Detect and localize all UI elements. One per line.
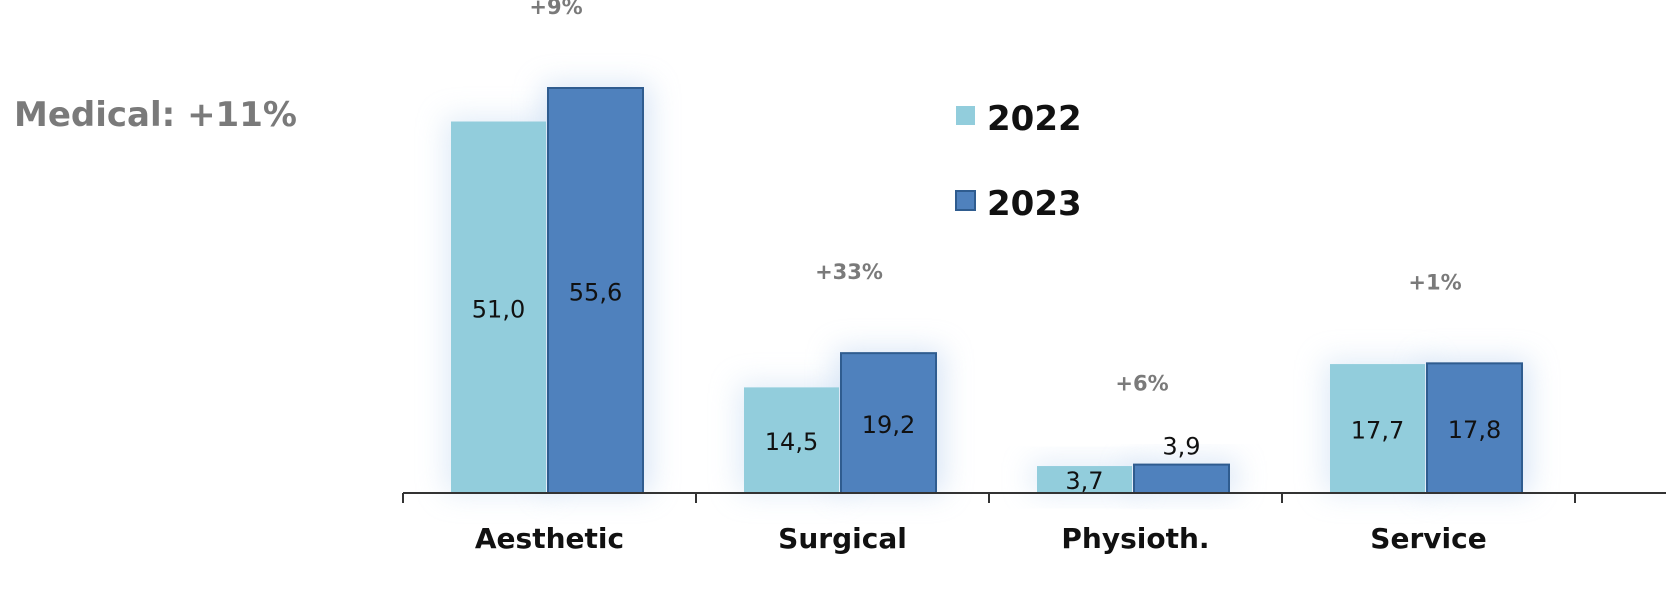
bar-2023-surgical [840,352,937,494]
value-label: 14,5 [765,428,818,456]
value-label: 17,8 [1448,416,1501,444]
bar-2023-aesthetic [547,87,644,494]
bar-2022-service [1330,364,1425,493]
category-label: Surgical [778,522,907,555]
value-label: 55,6 [569,279,622,307]
value-label: 51,0 [472,295,525,323]
category-label: Service [1370,522,1486,555]
legend-swatch-2022 [956,106,975,125]
value-label: 17,7 [1351,417,1404,445]
value-label: 3,7 [1065,467,1103,495]
change-label: +33% [815,260,883,284]
legend-label-2023: 2023 [987,184,1082,224]
category-label: Aesthetic [475,522,624,555]
bar-2022-aesthetic [451,121,546,493]
bar-2022-physioth [1037,466,1132,493]
summary-label: Medical: +11% [14,95,297,135]
bar-2023-physioth [1133,463,1230,495]
bar-2023-service [1426,362,1523,495]
change-label: +9% [529,0,582,19]
value-label: 3,9 [1162,433,1200,461]
legend-label-2022: 2022 [987,99,1082,139]
bar-2022-surgical [744,387,839,493]
change-label: +6% [1115,372,1168,396]
category-label: Physioth. [1061,522,1209,555]
legend: 2022 2023 [955,99,1082,224]
legend-swatch-2023 [955,190,976,211]
value-label: 19,2 [862,411,915,439]
change-label: +1% [1408,270,1461,294]
